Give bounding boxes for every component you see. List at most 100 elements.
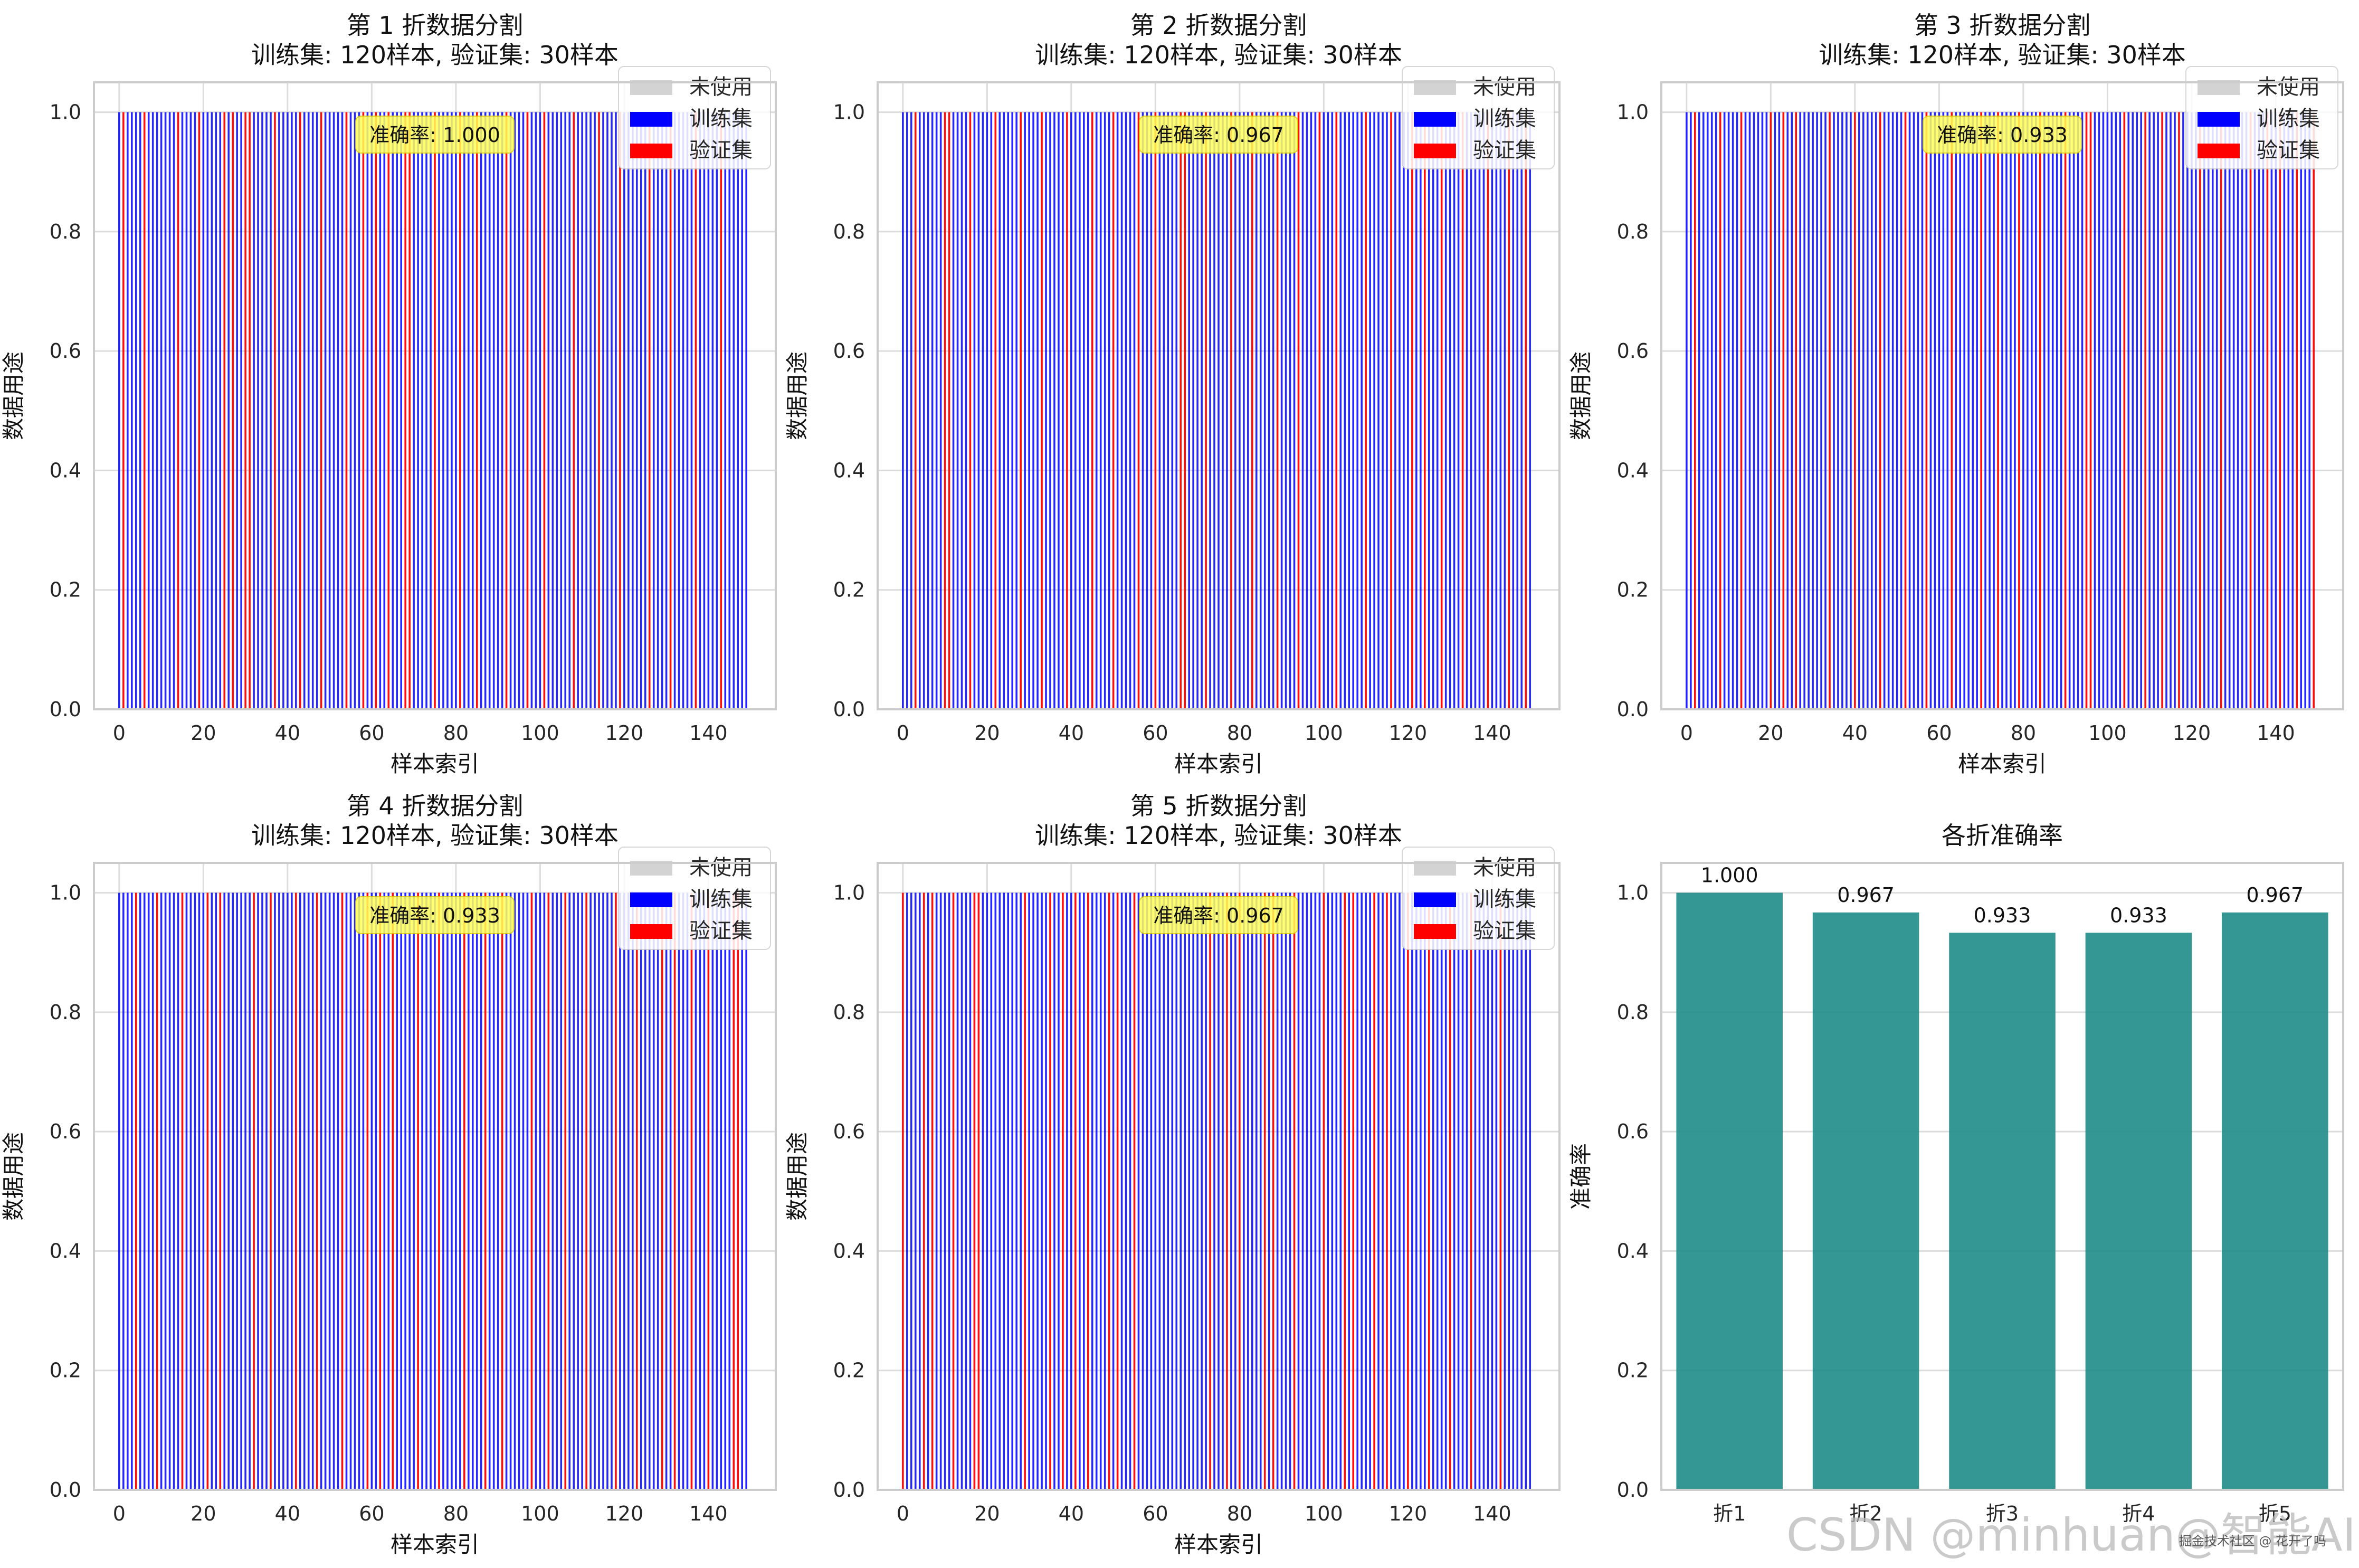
validation-sample-bar [1133, 892, 1136, 1490]
train-sample-bar [328, 112, 331, 710]
train-sample-bar [526, 892, 529, 1490]
train-sample-bar [257, 892, 259, 1490]
validation-sample-bar [636, 892, 638, 1490]
train-sample-bar [513, 112, 516, 710]
train-sample-bar [956, 112, 959, 710]
train-sample-bar [1512, 112, 1515, 710]
x-axis-label: 样本索引 [391, 751, 479, 777]
legend-label: 训练集 [689, 887, 753, 911]
train-sample-bar [400, 892, 402, 1490]
train-sample-bar [2157, 112, 2159, 710]
train-sample-bar [682, 112, 684, 710]
train-sample-bar [446, 112, 449, 710]
train-sample-bar [2245, 112, 2248, 710]
train-sample-bar [1032, 112, 1034, 710]
train-sample-bar [1799, 112, 1801, 710]
train-sample-bar [518, 892, 520, 1490]
validation-sample-bar [156, 892, 158, 1490]
train-sample-bar [1297, 892, 1300, 1490]
train-sample-bar [1765, 112, 1768, 710]
validation-sample-bar [615, 892, 617, 1490]
train-sample-bar [982, 892, 984, 1490]
x-tick-label: 40 [275, 721, 300, 745]
train-sample-bar [1369, 892, 1371, 1490]
train-sample-bar [468, 112, 470, 710]
train-sample-bar [2115, 112, 2117, 710]
train-sample-bar [914, 892, 917, 1490]
train-sample-bar [156, 112, 158, 710]
legend-label: 训练集 [2257, 107, 2320, 131]
train-sample-bar [1403, 112, 1405, 710]
train-sample-bar [173, 112, 175, 710]
train-sample-bar [354, 892, 356, 1490]
train-sample-bar [1432, 892, 1434, 1490]
train-sample-bar [918, 112, 921, 710]
train-sample-bar [939, 112, 942, 710]
train-sample-bar [1280, 892, 1283, 1490]
train-sample-bar [2211, 112, 2214, 710]
train-sample-bar [1887, 112, 1890, 710]
validation-sample-bar [1499, 892, 1502, 1490]
train-sample-bar [383, 892, 386, 1490]
train-sample-bar [291, 892, 293, 1490]
train-sample-bar [1504, 892, 1506, 1490]
train-sample-bar [307, 112, 310, 710]
train-sample-bar [332, 892, 335, 1490]
subplot-3: 0.0 0.2 0.4 0.6 0.8 1.0 0 20 40 60 80 100 120 140 准确率:… [1568, 11, 2344, 777]
train-sample-bar [509, 892, 512, 1490]
legend-swatch [630, 144, 672, 158]
train-sample-bar [227, 892, 230, 1490]
train-sample-bar [686, 112, 689, 710]
y-tick-label: 0.6 [50, 339, 81, 363]
train-sample-bar [232, 892, 234, 1490]
y-tick-label: 0.2 [1617, 1359, 1649, 1382]
x-tick-label: 100 [1305, 1502, 1343, 1525]
train-sample-bar [1184, 892, 1186, 1490]
validation-sample-bar [1407, 892, 1409, 1490]
legend-swatch [630, 112, 672, 127]
train-sample-bar [1744, 112, 1747, 710]
accuracy-bar [2222, 912, 2328, 1490]
train-sample-bar [1087, 112, 1089, 710]
subplot-1: 0.0 0.2 0.4 0.6 0.8 1.0 0 20 40 60 80 100 120 140 准确率:… [1, 11, 777, 777]
validation-sample-bar [1440, 112, 1443, 710]
validation-sample-bar [2085, 112, 2088, 710]
validation-sample-bar [1461, 112, 1464, 710]
train-sample-bar [1099, 112, 1102, 710]
validation-sample-bar [944, 112, 946, 710]
train-sample-bar [1786, 112, 1789, 710]
train-sample-bar [168, 892, 171, 1490]
validation-sample-bar [1049, 892, 1051, 1490]
train-sample-bar [1883, 112, 1886, 710]
validation-sample-bar [585, 892, 587, 1490]
x-tick-label: 60 [1926, 721, 1952, 745]
train-sample-bar [1158, 892, 1161, 1490]
train-sample-bar [1251, 892, 1253, 1490]
train-sample-bar [455, 892, 457, 1490]
train-sample-bar [168, 112, 171, 710]
validation-sample-bar [1323, 892, 1325, 1490]
train-sample-bar [956, 892, 959, 1490]
train-sample-bar [952, 112, 955, 710]
validation-sample-bar [2296, 112, 2298, 710]
train-sample-bar [1323, 112, 1325, 710]
train-sample-bar [185, 112, 188, 710]
train-sample-bar [1382, 112, 1384, 710]
train-sample-bar [2170, 112, 2172, 710]
train-sample-bar [2043, 112, 2046, 710]
train-sample-bar [160, 892, 163, 1490]
y-tick-label: 0.4 [1617, 1239, 1649, 1262]
train-sample-bar [1201, 112, 1203, 710]
validation-sample-bar [1925, 112, 1928, 710]
validation-sample-bar [232, 112, 234, 710]
train-sample-bar [236, 112, 238, 710]
validation-sample-bar [475, 112, 478, 710]
accuracy-bar [1812, 912, 1919, 1490]
validation-sample-bar [392, 892, 394, 1490]
x-tick-label: 80 [1227, 1502, 1252, 1525]
x-tick-label: 折5 [2259, 1502, 2291, 1525]
train-sample-bar [1011, 892, 1014, 1490]
y-tick-label: 0.4 [1617, 459, 1649, 482]
